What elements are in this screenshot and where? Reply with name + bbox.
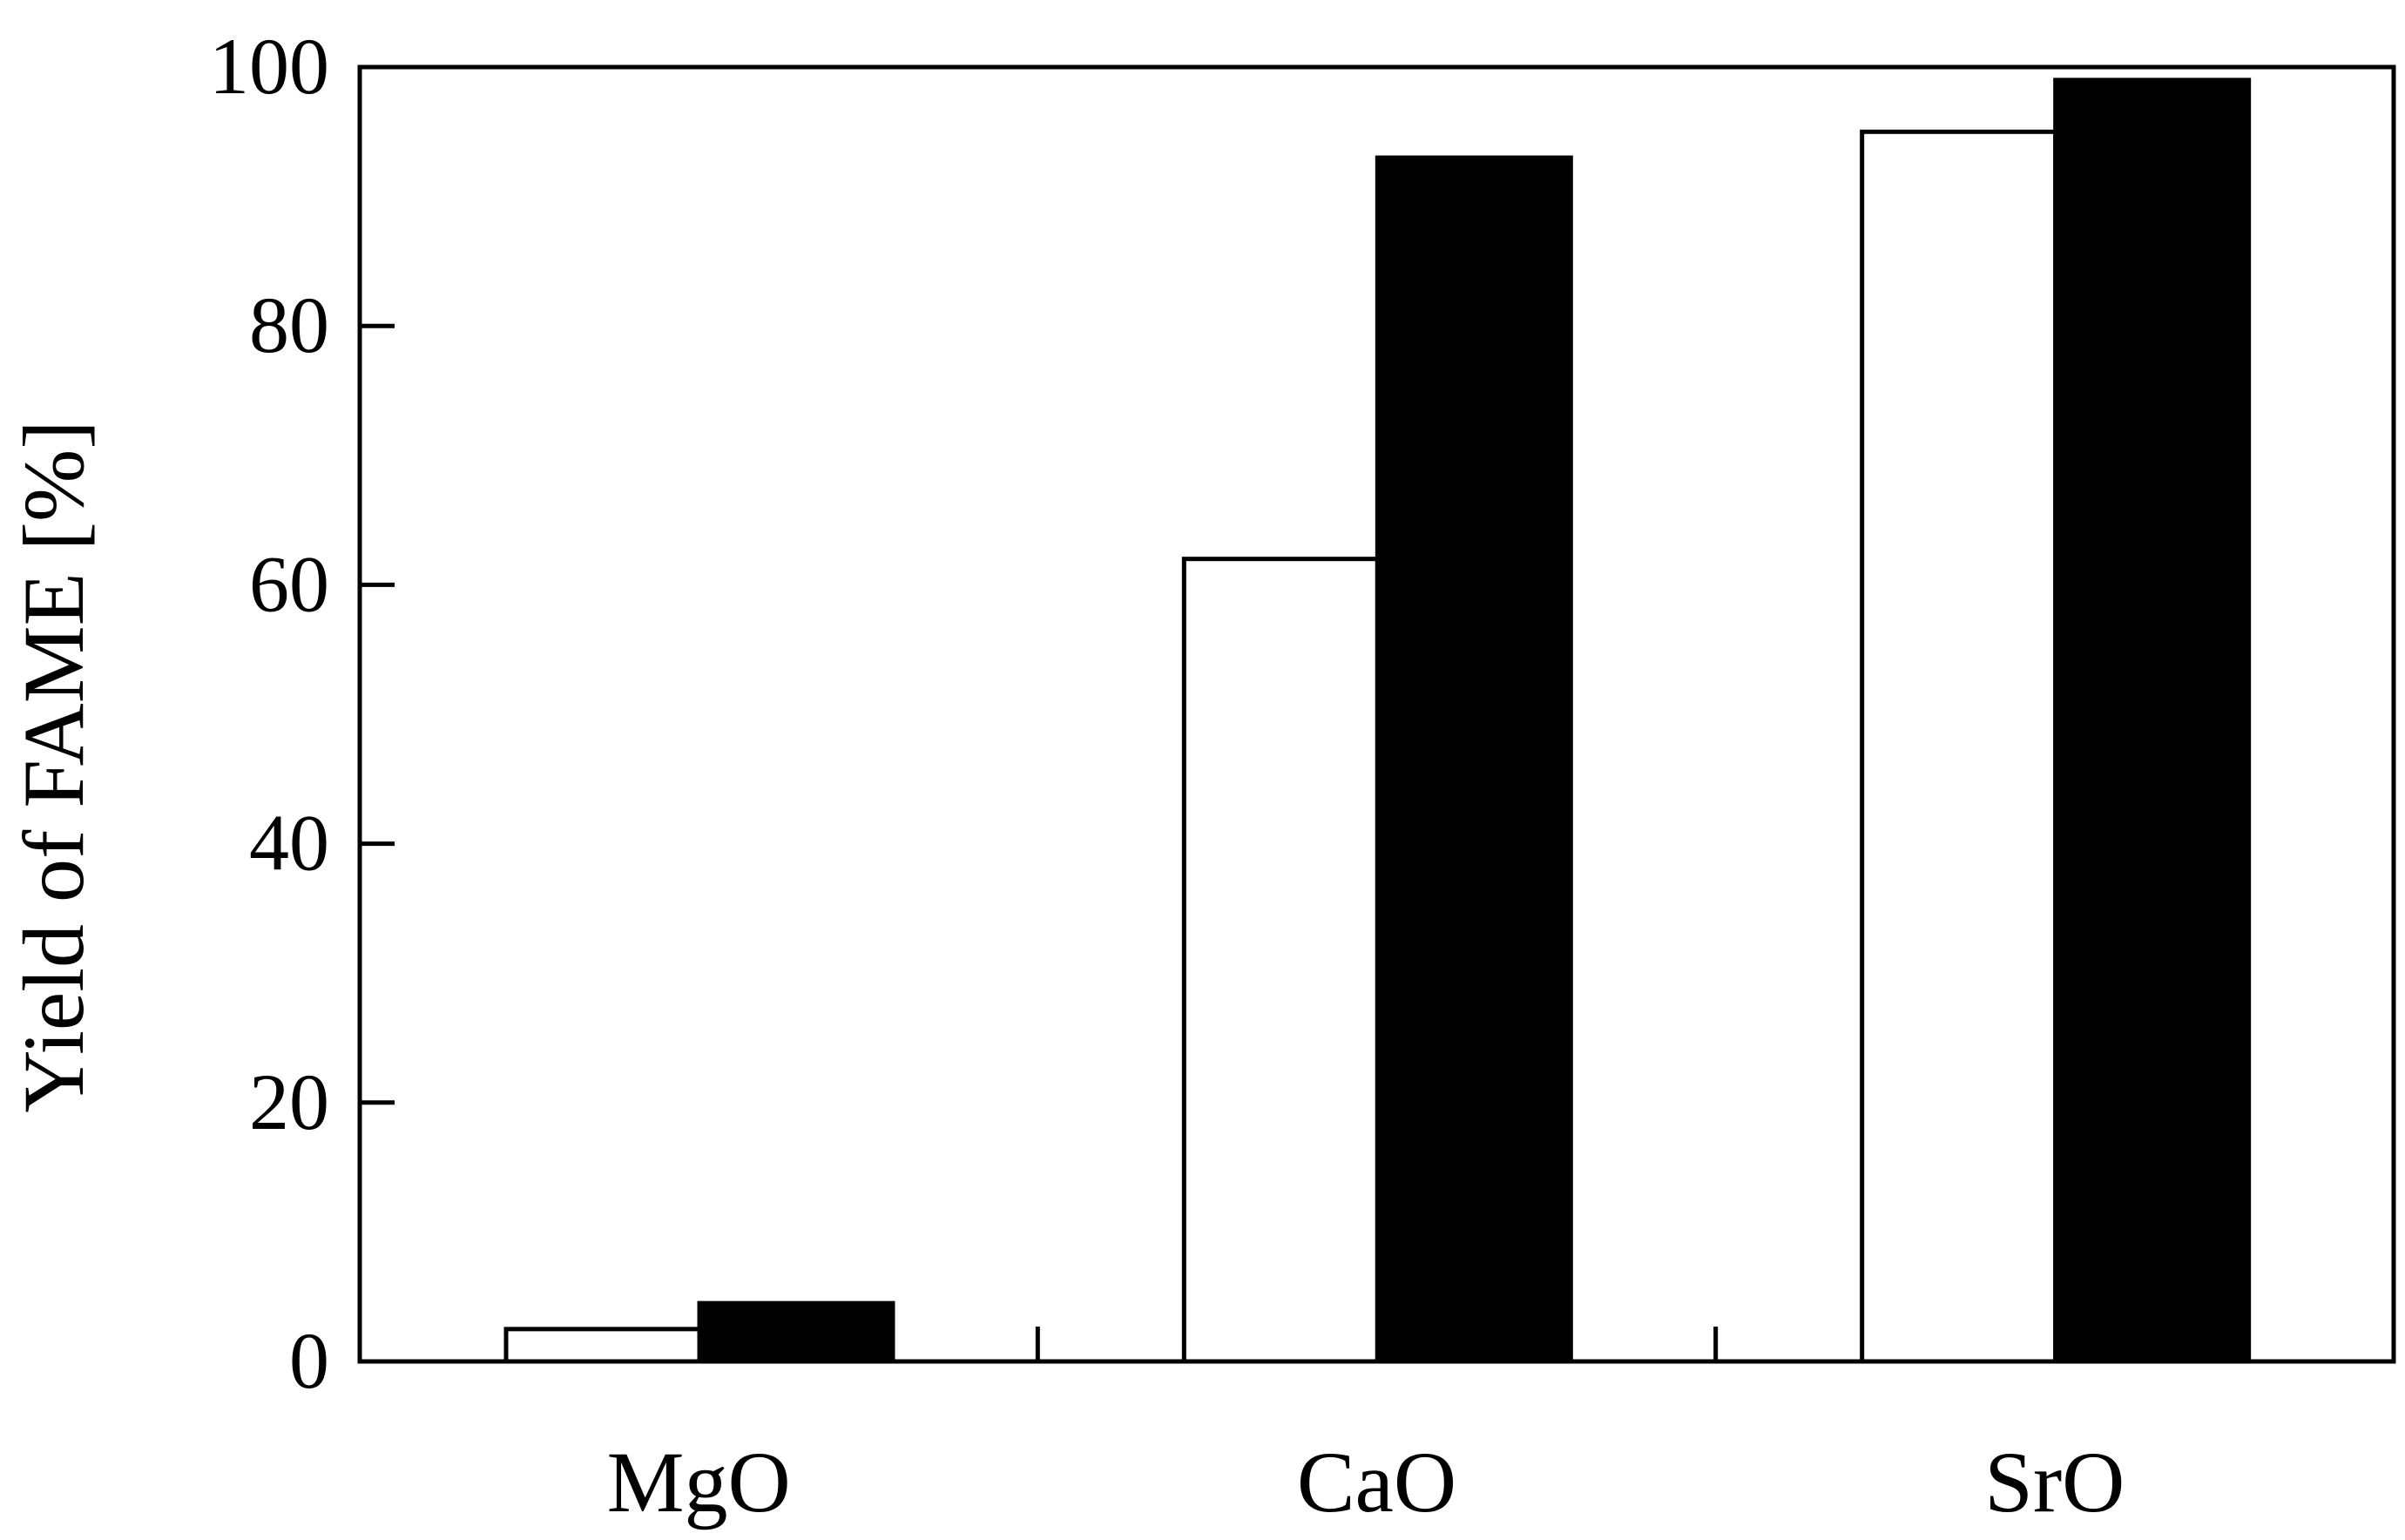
- y-tick-label-20: 20: [249, 1057, 329, 1146]
- y-tick-label-80: 80: [249, 280, 329, 369]
- labels-layer: MgO CaO SrO 0 20 40 60 80 100: [209, 22, 2125, 1530]
- x-tick-label-mgo: MgO: [607, 1434, 791, 1530]
- y-axis-label: Yield of FAME [%]: [5, 420, 102, 1112]
- plot-frame: [357, 64, 2396, 1364]
- bar-sro-series-1: [1860, 129, 2058, 1364]
- y-tick-label-100: 100: [209, 22, 329, 111]
- bar-mgo-series-2: [697, 1300, 895, 1364]
- bar-mgo-series-1: [503, 1327, 702, 1364]
- y-tick-label-0: 0: [289, 1316, 329, 1405]
- x-tick-label-sro: SrO: [1984, 1434, 2125, 1530]
- y-tick-label-60: 60: [249, 539, 329, 628]
- bars-layer: [503, 78, 2252, 1364]
- y-tick-label-40: 40: [249, 799, 329, 888]
- ticks-layer: [360, 64, 1719, 1364]
- bar-cao-series-2: [1375, 155, 1573, 1364]
- bar-cao-series-1: [1181, 557, 1380, 1364]
- bar-sro-series-2: [2053, 78, 2252, 1364]
- x-tick-label-cao: CaO: [1297, 1434, 1456, 1530]
